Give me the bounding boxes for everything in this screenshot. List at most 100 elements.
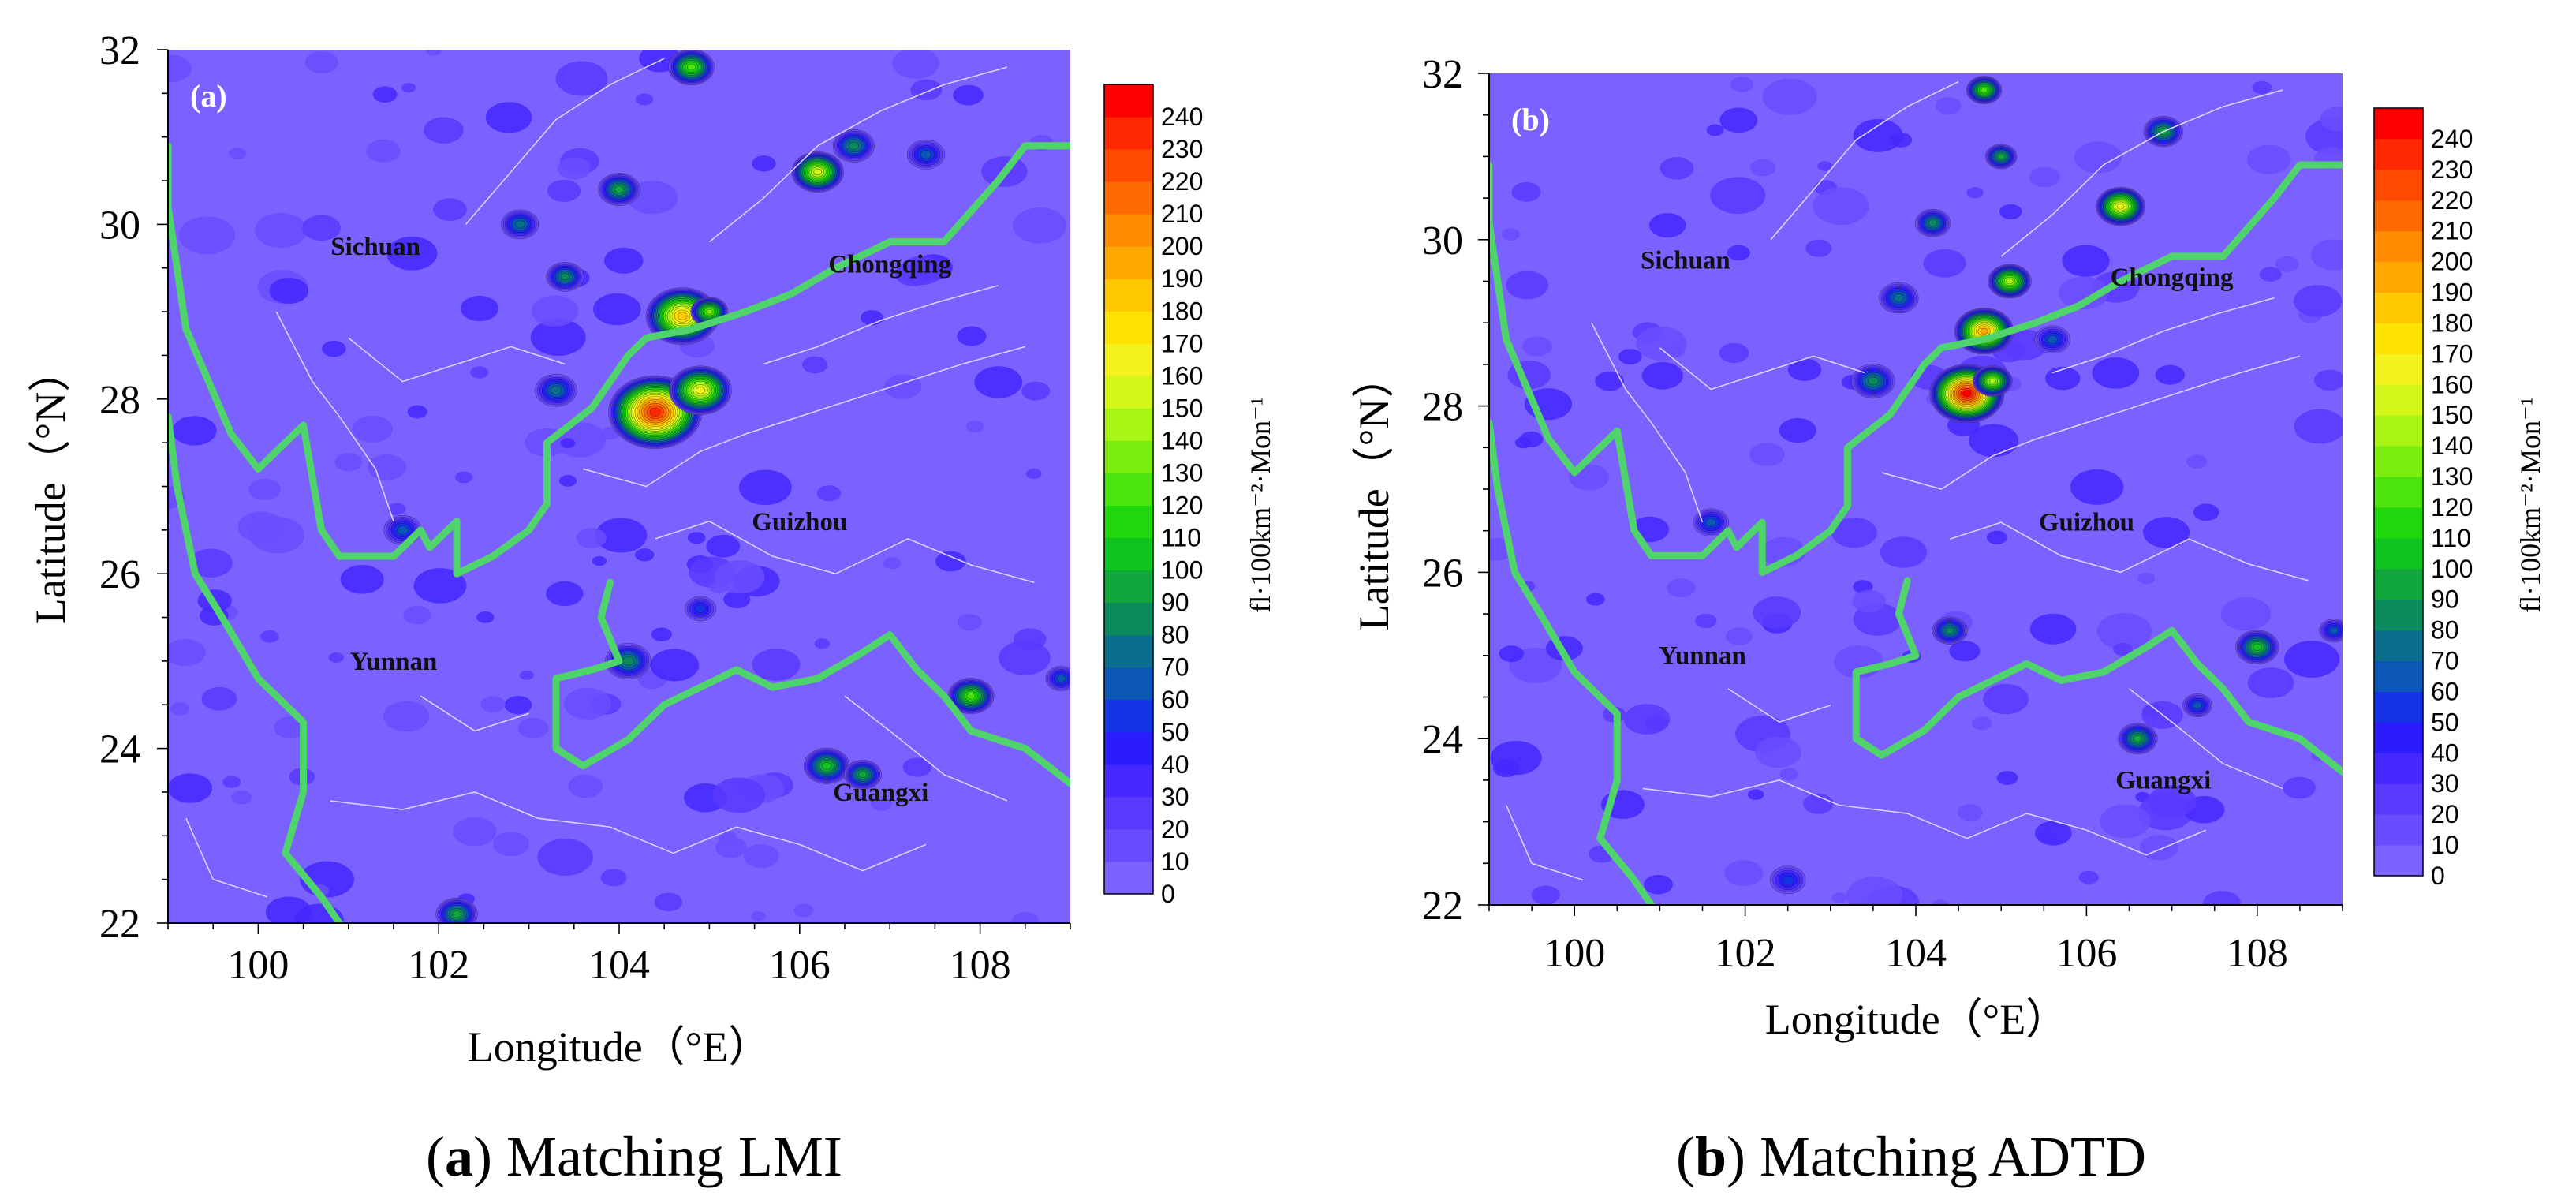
colorbar-swatch bbox=[2374, 108, 2423, 140]
colorbar-swatch bbox=[2374, 261, 2423, 293]
colorbar-tick-label: 230 bbox=[1161, 135, 1203, 163]
density-contour bbox=[649, 407, 661, 417]
low-density-patch bbox=[229, 148, 247, 160]
low-density-patch bbox=[651, 627, 672, 642]
low-density-patch bbox=[485, 102, 532, 133]
low-density-patch bbox=[935, 551, 966, 572]
y-axis-title: Latitude（°N） bbox=[1350, 356, 1398, 631]
panel-a: Sichuan Chongqing Guizhou Yunnan Guangxi (a) 1… bbox=[27, 28, 1276, 1188]
density-contour bbox=[1981, 87, 1988, 93]
colorbar-tick-label: 20 bbox=[1161, 815, 1189, 843]
lightning-density-field bbox=[168, 50, 1070, 923]
province-border bbox=[168, 142, 1070, 578]
county-border bbox=[348, 337, 566, 383]
x-axis-title: Longitude（°E） bbox=[468, 1023, 771, 1071]
colorbar-swatch bbox=[1104, 731, 1153, 765]
low-density-patch bbox=[1521, 336, 1552, 357]
density-contour bbox=[2193, 701, 2202, 709]
low-density-patch bbox=[537, 838, 593, 876]
low-density-patch bbox=[576, 528, 607, 548]
colorbar-tick-label: 220 bbox=[2431, 186, 2473, 215]
low-density-patch bbox=[1644, 874, 1673, 895]
low-density-patch bbox=[386, 236, 438, 271]
low-density-patch bbox=[1749, 443, 1785, 466]
low-density-patch bbox=[254, 212, 308, 249]
density-contour bbox=[622, 656, 634, 666]
colorbar-swatch bbox=[2374, 630, 2423, 662]
colorbar-swatch bbox=[2374, 660, 2423, 692]
low-density-patch bbox=[504, 696, 532, 715]
colorbar-swatch bbox=[2374, 722, 2423, 753]
colorbar-unit: fl·100km⁻²·Mon⁻¹ bbox=[1245, 397, 1276, 613]
x-tick-label: 102 bbox=[1715, 931, 1776, 976]
low-density-patch bbox=[1923, 249, 1966, 278]
low-density-patch bbox=[718, 830, 737, 843]
density-contour bbox=[452, 910, 462, 918]
low-density-patch bbox=[1492, 759, 1520, 778]
low-density-patch bbox=[595, 518, 648, 553]
low-density-patch bbox=[1999, 204, 2022, 219]
low-density-patch bbox=[1971, 716, 1992, 731]
low-density-patch bbox=[1501, 228, 1521, 241]
density-contour bbox=[550, 386, 562, 395]
low-density-patch bbox=[372, 86, 398, 103]
county-border bbox=[465, 58, 665, 225]
colorbar-tick-label: 70 bbox=[1161, 653, 1189, 682]
colorbar-swatch bbox=[1104, 246, 1153, 279]
low-density-patch bbox=[368, 454, 407, 480]
county-border bbox=[763, 285, 999, 365]
x-tick-label: 106 bbox=[769, 943, 831, 988]
low-density-patch bbox=[654, 892, 683, 912]
colorbar-swatch bbox=[1104, 440, 1153, 473]
low-density-patch bbox=[2284, 641, 2340, 678]
low-density-patch bbox=[568, 774, 603, 798]
colorbar-swatch bbox=[1104, 537, 1153, 571]
low-density-patch bbox=[2310, 239, 2343, 271]
low-density-patch bbox=[752, 649, 801, 681]
y-tick-label: 30 bbox=[99, 203, 140, 248]
low-density-patch bbox=[1499, 645, 1525, 663]
y-tick-label: 26 bbox=[1422, 551, 1463, 596]
low-density-patch bbox=[687, 532, 706, 544]
colorbar-swatch bbox=[2374, 292, 2423, 323]
low-density-patch bbox=[2259, 267, 2282, 282]
low-density-patch bbox=[1012, 207, 1067, 244]
low-density-patch bbox=[1659, 157, 1694, 180]
region-label-sichuan: Sichuan bbox=[330, 233, 420, 261]
low-density-patch bbox=[870, 796, 892, 811]
density-contour bbox=[966, 692, 976, 700]
low-density-patch bbox=[2294, 285, 2343, 317]
low-density-patch bbox=[1762, 78, 1817, 115]
low-density-patch bbox=[884, 374, 922, 399]
low-density-patch bbox=[2294, 409, 2343, 444]
low-density-patch bbox=[237, 511, 285, 543]
colorbar-tick-label: 160 bbox=[1161, 361, 1203, 390]
caption-paren-close: ) bbox=[473, 1125, 492, 1188]
colorbar-tick-label: 80 bbox=[1161, 621, 1189, 649]
y-tick-label: 22 bbox=[99, 902, 140, 947]
low-density-patch bbox=[706, 535, 741, 558]
low-density-patch bbox=[1667, 345, 1685, 357]
colorbar-swatch bbox=[1104, 408, 1153, 441]
region-label-chongqing: Chongqing bbox=[828, 250, 951, 279]
low-density-patch bbox=[1969, 424, 2018, 458]
low-density-patch bbox=[1724, 860, 1764, 886]
low-density-patch bbox=[432, 198, 467, 221]
low-density-patch bbox=[715, 837, 747, 858]
low-density-patch bbox=[1852, 589, 1887, 613]
low-density-patch bbox=[1585, 593, 1605, 606]
low-density-patch bbox=[1817, 161, 1833, 171]
low-density-patch bbox=[1623, 704, 1671, 735]
low-density-patch bbox=[793, 903, 814, 918]
low-density-patch bbox=[1779, 768, 1799, 781]
low-density-patch bbox=[387, 503, 406, 515]
low-density-patch bbox=[178, 216, 236, 255]
x-tick-label: 108 bbox=[2227, 931, 2288, 976]
region-label-sichuan: Sichuan bbox=[1641, 247, 1730, 275]
colorbar-tick-label: 200 bbox=[2431, 248, 2473, 276]
density-contour bbox=[1928, 219, 1938, 227]
low-density-patch bbox=[2220, 596, 2272, 631]
low-density-patch bbox=[1957, 804, 1983, 821]
colorbar-swatch bbox=[2374, 845, 2423, 877]
colorbar-tick-label: 10 bbox=[2431, 831, 2459, 859]
